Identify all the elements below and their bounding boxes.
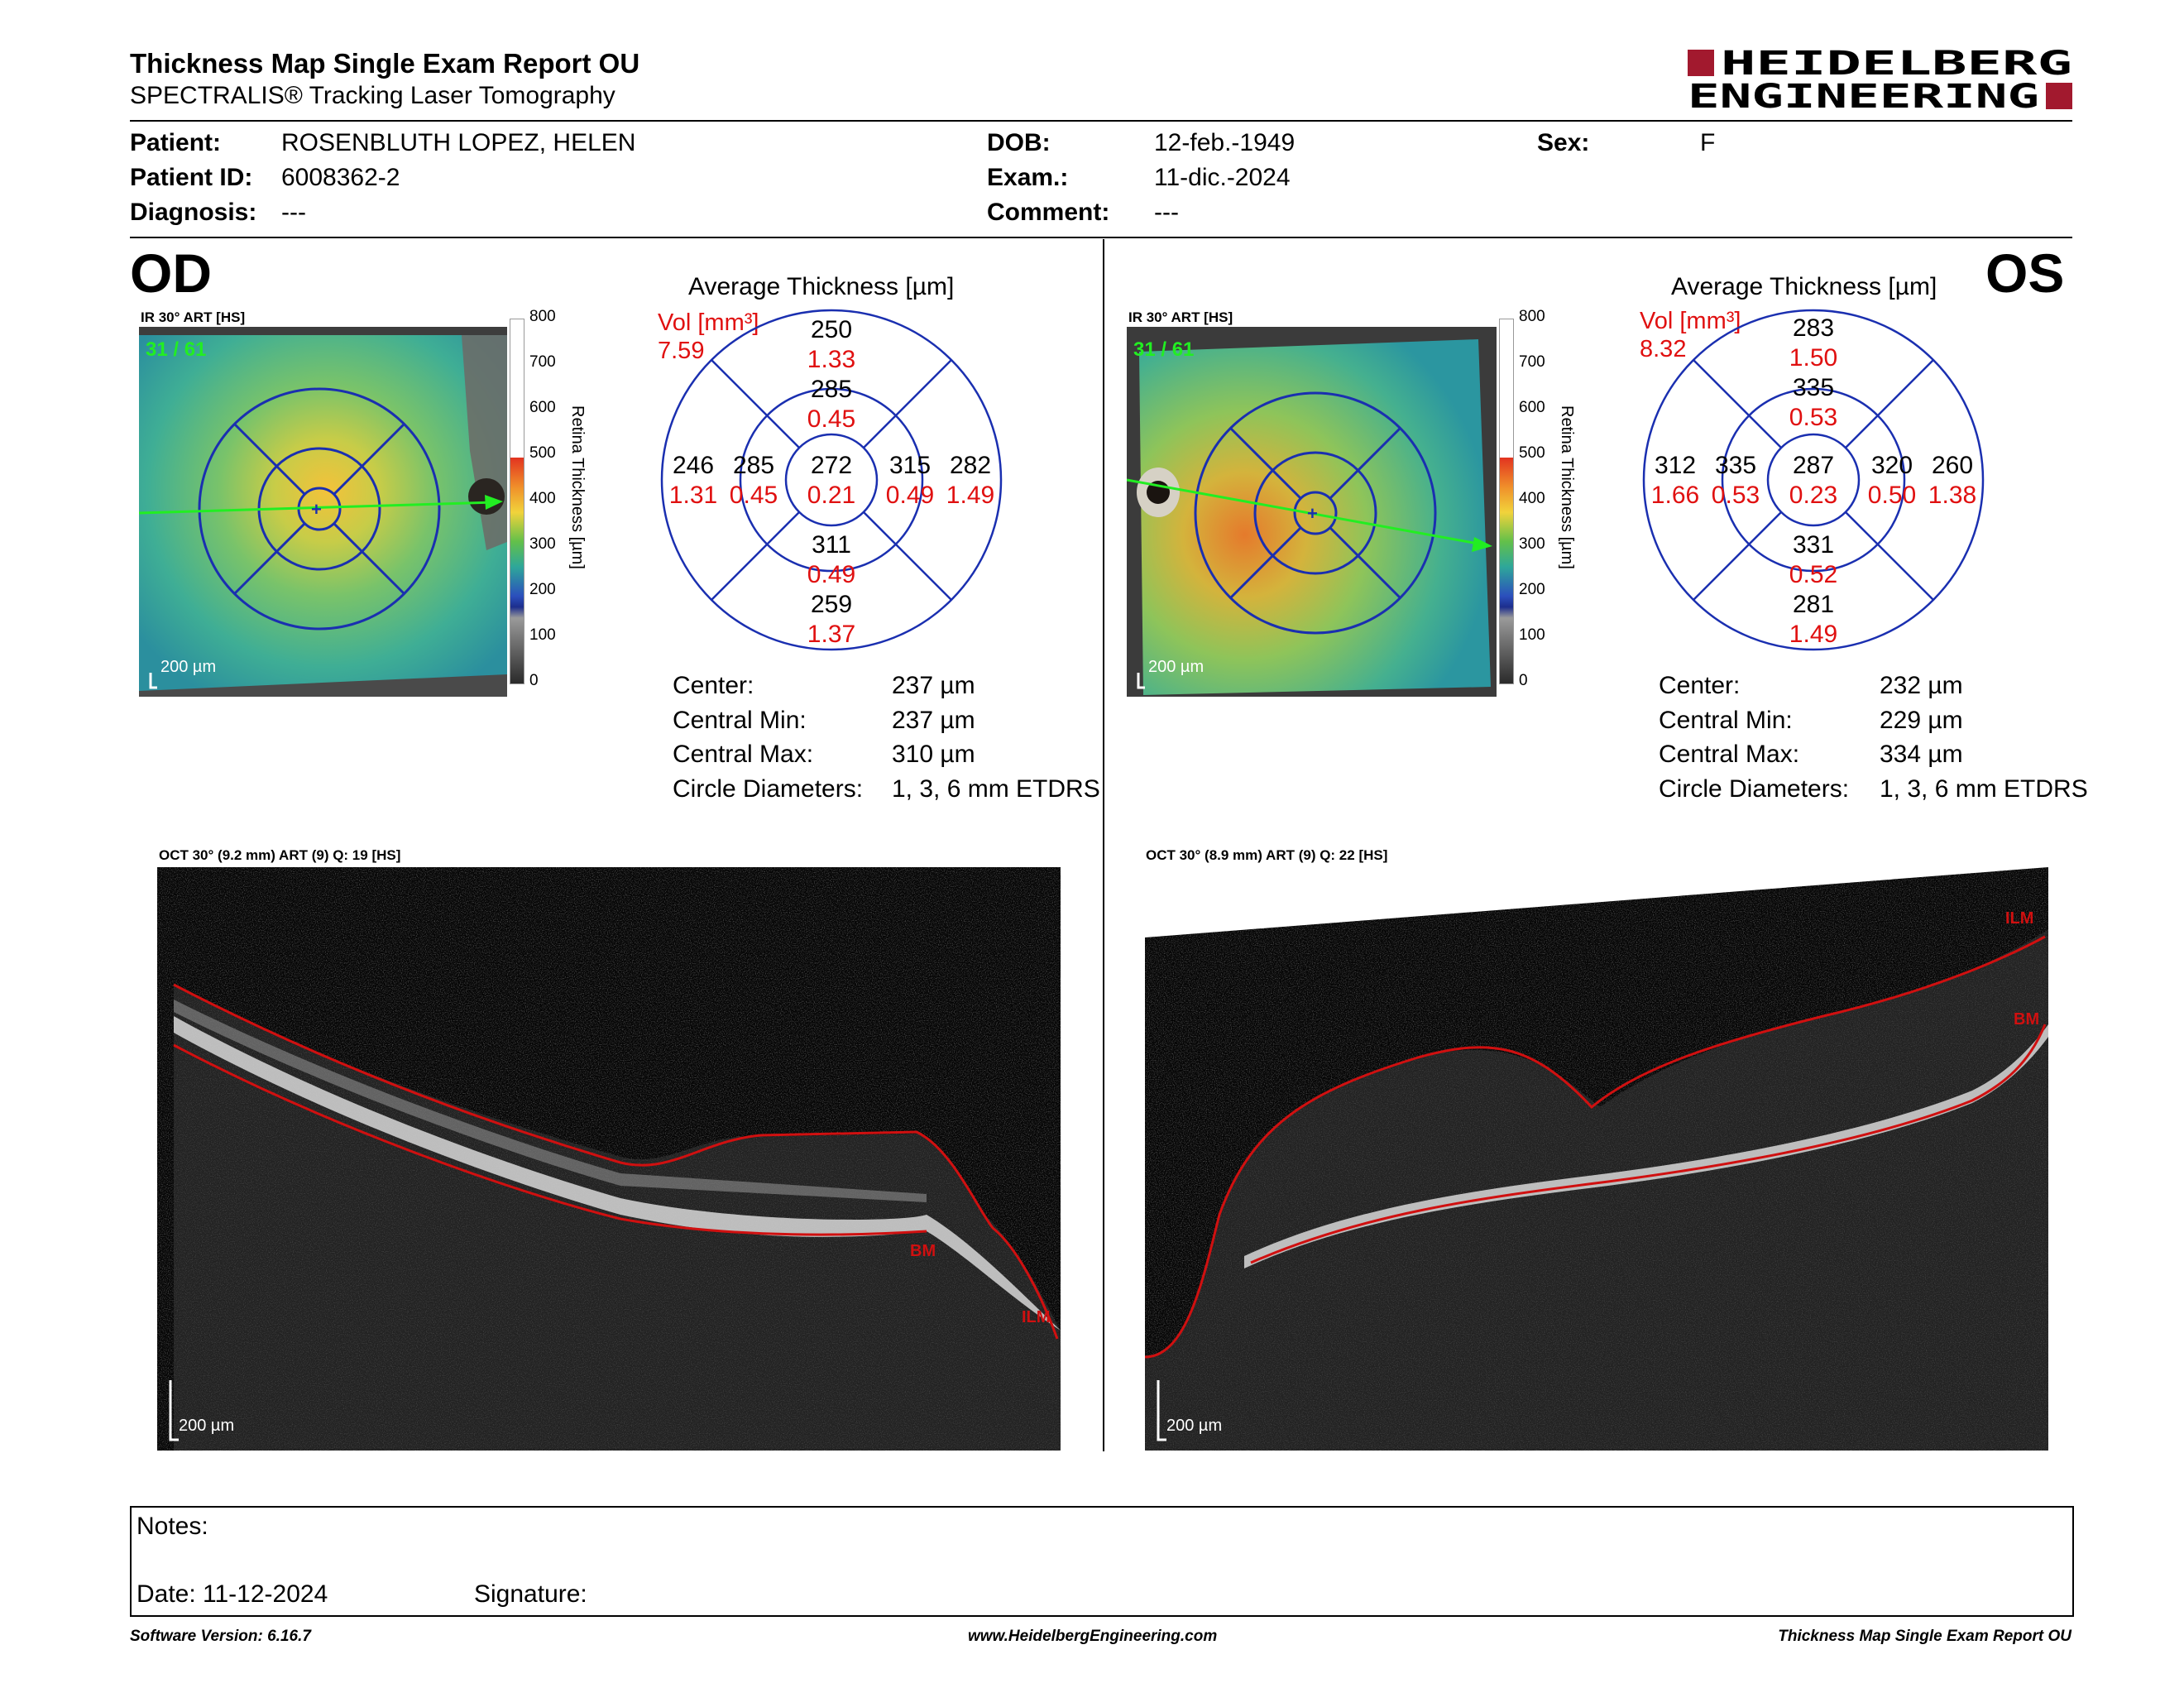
od-stat-label: Central Min: xyxy=(673,707,807,734)
os-vol-value: 8.32 xyxy=(1640,336,1687,362)
sex-label: Sex: xyxy=(1537,129,1590,156)
os-eye-label: OS xyxy=(1985,242,2065,304)
exam-date: 11-dic.-2024 xyxy=(1154,164,1291,191)
comment-value: --- xyxy=(1154,199,1179,226)
os-frame-counter: 31 / 61 xyxy=(1133,338,1194,361)
heidelberg-logo: HEIDELBERG ENGINEERING xyxy=(1688,46,2072,113)
eye-divider xyxy=(1103,239,1104,1451)
svg-text:ENGINEERING: ENGINEERING xyxy=(1688,78,2039,113)
svg-text:+: + xyxy=(1307,503,1318,524)
od-oct-caption: OCT 30° (9.2 mm) ART (9) Q: 19 [HS] xyxy=(159,847,401,863)
website-link[interactable]: www.HeidelbergEngineering.com xyxy=(968,1628,1218,1645)
os-stat-value: 229 µm xyxy=(1880,707,1963,734)
patient-id-label: Patient ID: xyxy=(130,164,253,191)
od-vol-label: Vol [mm³] xyxy=(658,309,759,336)
os-stat-value: 232 µm xyxy=(1880,672,1963,699)
od-stat-label: Circle Diameters: xyxy=(673,775,864,803)
dob-label: DOB: xyxy=(987,129,1051,156)
report-subtitle: SPECTRALIS® Tracking Laser Tomography xyxy=(130,82,615,109)
os-stat-label: Central Max: xyxy=(1659,741,1800,768)
os-bm-label: BM xyxy=(2014,1010,2039,1029)
os-ir-caption: IR 30° ART [HS] xyxy=(1128,309,1233,325)
os-stat-label: Center: xyxy=(1659,672,1741,699)
od-stat-value: 1, 3, 6 mm ETDRS xyxy=(892,775,1100,803)
software-version: Software Version: 6.16.7 xyxy=(130,1628,311,1645)
os-colorbar xyxy=(1499,319,1514,684)
sex-value: F xyxy=(1700,129,1716,156)
os-ilm-label: ILM xyxy=(2005,909,2033,928)
od-colorbar-ticks: 800 700 600 500 400 300 200 100 0 xyxy=(529,308,556,689)
od-stat-value: 237 µm xyxy=(892,672,975,699)
od-colorbar xyxy=(510,319,524,684)
od-colorbar-label: Retina Thickness [µm] xyxy=(568,405,587,569)
od-bm-label: BM xyxy=(910,1242,936,1260)
od-stat-label: Center: xyxy=(673,672,754,699)
od-etdrs-grid xyxy=(660,309,1003,651)
patient-id: 6008362-2 xyxy=(281,164,400,191)
notes-date: Date: 11-12-2024 xyxy=(136,1580,328,1608)
od-stat-value: 237 µm xyxy=(892,707,975,734)
os-oct-scan: ILM BM 200 µm xyxy=(1145,867,2048,1451)
os-stat-value: 1, 3, 6 mm ETDRS xyxy=(1880,775,2088,803)
od-vol-value: 7.59 xyxy=(658,338,705,364)
od-thickness-map: + 31 / 61 200 µm xyxy=(139,327,507,697)
exam-label: Exam.: xyxy=(987,164,1069,191)
header-divider xyxy=(130,120,2072,122)
os-stat-label: Central Min: xyxy=(1659,707,1793,734)
od-ilm-label: ILM xyxy=(1022,1308,1050,1326)
os-scale-label: 200 µm xyxy=(1148,658,1204,676)
notes-box: Notes: Date: 11-12-2024 Signature: xyxy=(130,1506,2074,1617)
os-etdrs-grid xyxy=(1642,309,1985,651)
diagnosis-value: --- xyxy=(281,199,306,226)
od-avg-title: Average Thickness [µm] xyxy=(688,273,955,300)
footer-report-name: Thickness Map Single Exam Report OU xyxy=(1778,1628,2071,1645)
od-eye-label: OD xyxy=(130,242,212,304)
report-title: Thickness Map Single Exam Report OU xyxy=(130,48,640,79)
os-thickness-map: + 31 / 61 200 µm xyxy=(1127,327,1497,697)
os-oct-scale: 200 µm xyxy=(1166,1417,1222,1435)
od-oct-scale: 200 µm xyxy=(179,1417,234,1435)
od-ir-caption: IR 30° ART [HS] xyxy=(141,309,246,325)
info-divider xyxy=(130,237,2072,238)
os-colorbar-label: Retina Thickness [µm] xyxy=(1558,405,1576,569)
od-frame-counter: 31 / 61 xyxy=(146,338,206,361)
os-vol-label: Vol [mm³] xyxy=(1640,308,1741,334)
od-stat-value: 310 µm xyxy=(892,741,975,768)
os-colorbar-ticks: 800 700 600 500 400 300 200 100 0 xyxy=(1519,308,1545,689)
diagnosis-label: Diagnosis: xyxy=(130,199,257,226)
svg-text:+: + xyxy=(311,499,322,520)
signature-label: Signature: xyxy=(474,1580,587,1608)
od-stat-label: Central Max: xyxy=(673,741,814,768)
os-avg-title: Average Thickness [µm] xyxy=(1671,273,1937,300)
patient-name: ROSENBLUTH LOPEZ, HELEN xyxy=(281,129,636,156)
comment-label: Comment: xyxy=(987,199,1110,226)
svg-text:HEIDELBERG: HEIDELBERG xyxy=(1721,46,2072,83)
notes-label: Notes: xyxy=(136,1513,208,1540)
os-stat-value: 334 µm xyxy=(1880,741,1963,768)
dob-value: 12-feb.-1949 xyxy=(1154,129,1296,156)
patient-label: Patient: xyxy=(130,129,222,156)
od-scale-label: 200 µm xyxy=(160,658,216,676)
os-stat-label: Circle Diameters: xyxy=(1659,775,1850,803)
od-oct-scan: BM ILM 200 µm xyxy=(157,867,1061,1451)
os-oct-caption: OCT 30° (8.9 mm) ART (9) Q: 22 [HS] xyxy=(1146,847,1388,863)
